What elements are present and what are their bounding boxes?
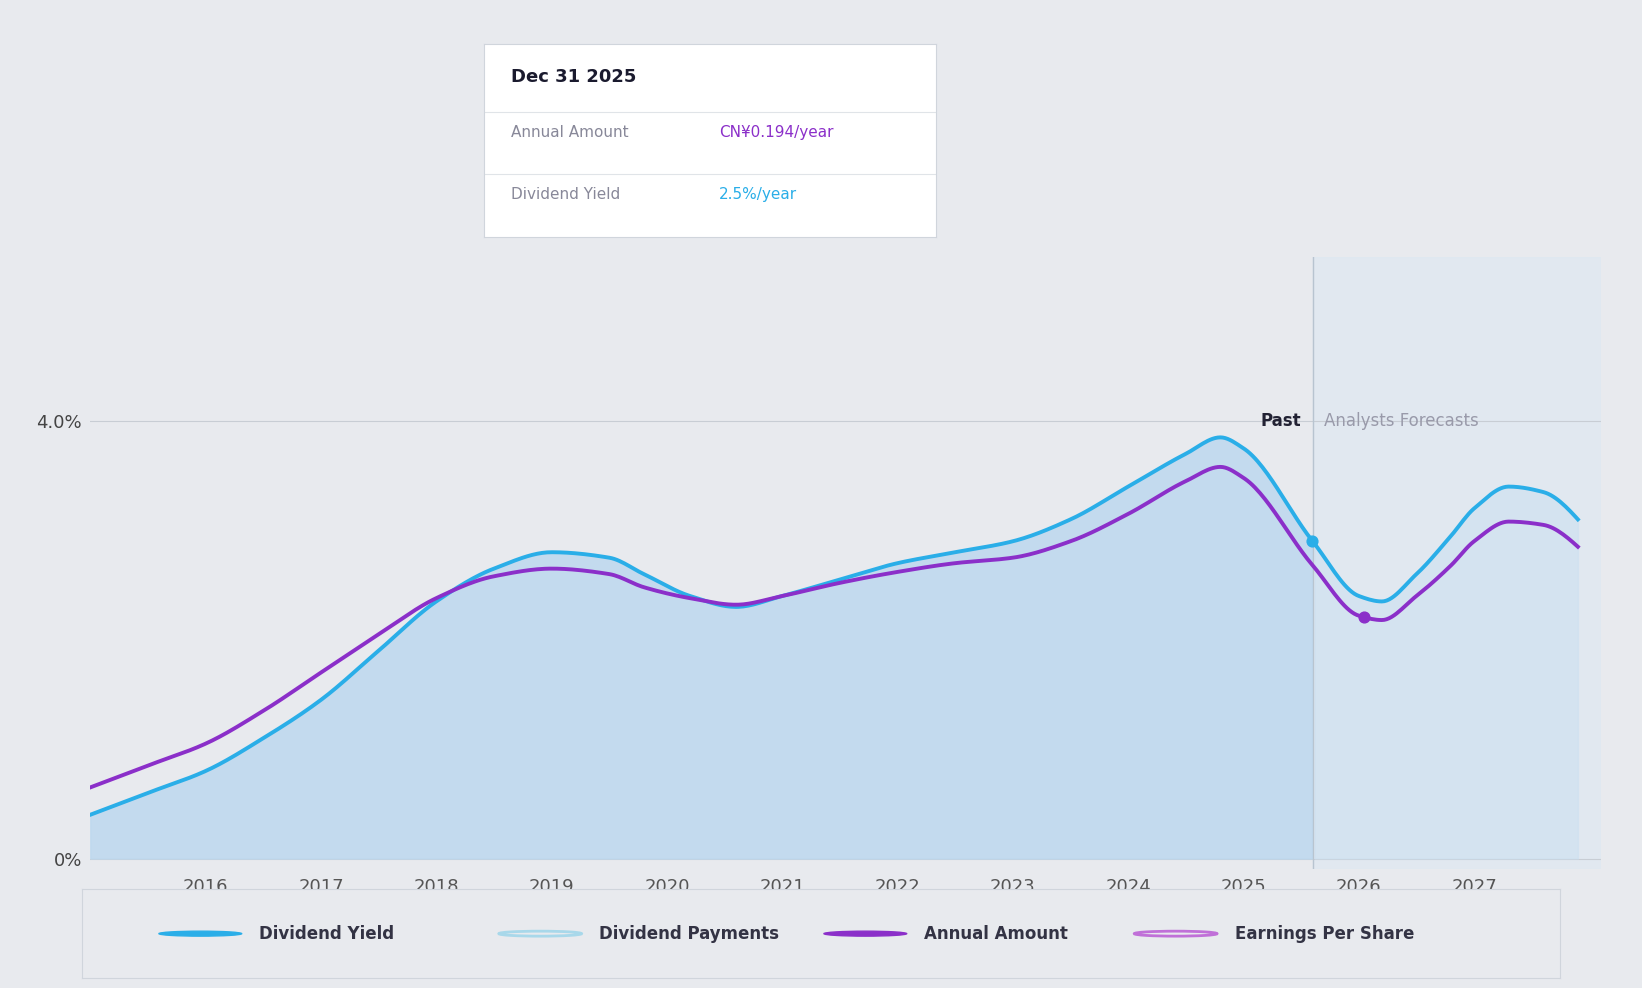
Circle shape bbox=[159, 931, 241, 937]
Text: Dec 31 2025: Dec 31 2025 bbox=[512, 67, 637, 86]
Text: Past: Past bbox=[1261, 412, 1300, 430]
Point bbox=[1299, 533, 1325, 548]
Text: CN¥0.194/year: CN¥0.194/year bbox=[719, 125, 834, 140]
Circle shape bbox=[824, 931, 906, 937]
Bar bbox=[1312, 257, 1601, 869]
Text: Earnings Per Share: Earnings Per Share bbox=[1235, 925, 1414, 943]
Text: 2.5%/year: 2.5%/year bbox=[719, 187, 798, 202]
Text: Annual Amount: Annual Amount bbox=[924, 925, 1069, 943]
Text: Dividend Payments: Dividend Payments bbox=[599, 925, 780, 943]
Text: Dividend Yield: Dividend Yield bbox=[512, 187, 621, 202]
Point bbox=[1351, 610, 1378, 625]
Text: Analysts Forecasts: Analysts Forecasts bbox=[1323, 412, 1479, 430]
Text: Dividend Yield: Dividend Yield bbox=[259, 925, 394, 943]
Text: Annual Amount: Annual Amount bbox=[512, 125, 629, 140]
